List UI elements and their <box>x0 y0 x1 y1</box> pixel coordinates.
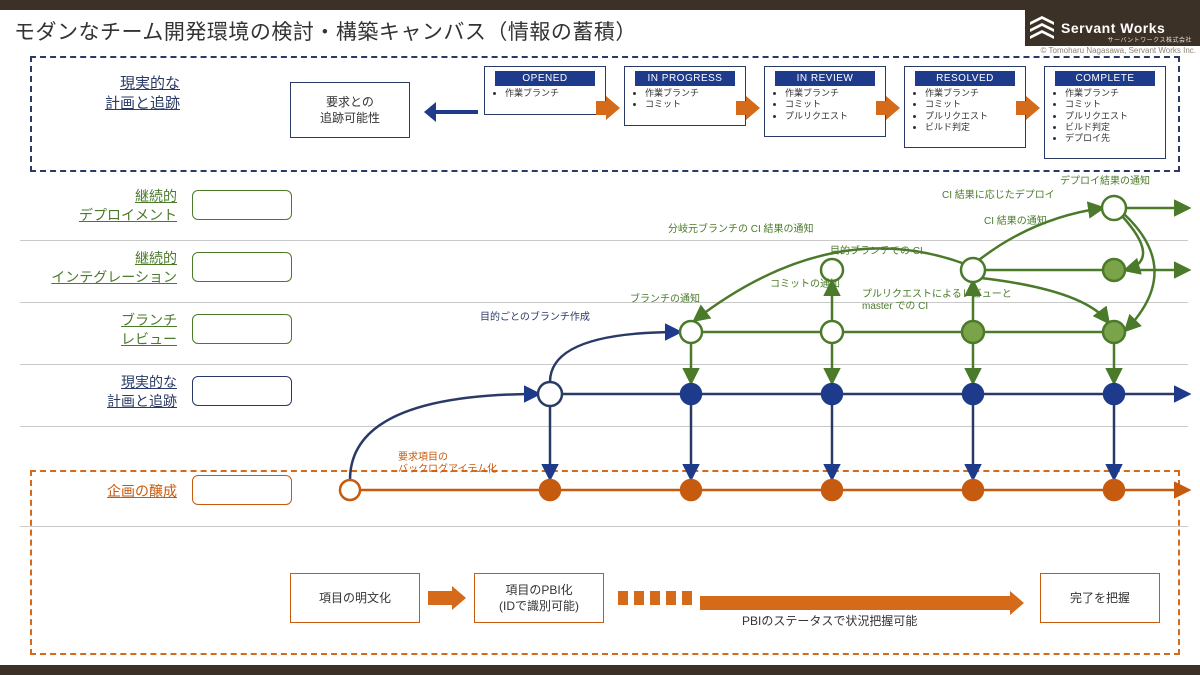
state-arrow-1 <box>596 96 620 120</box>
copyright: © Tomoharu Nagasawa, Servant Works Inc. <box>1041 46 1196 55</box>
lane-box-plan <box>192 376 292 406</box>
svg-text:分岐元ブランチの CI 結果の通知: 分岐元ブランチの CI 結果の通知 <box>668 222 814 235</box>
lane-divider-1 <box>20 302 1188 303</box>
svg-text:デプロイ結果の通知: デプロイ結果の通知 <box>1060 174 1150 187</box>
state-arrow-4 <box>1016 96 1040 120</box>
back-arrow <box>424 102 478 122</box>
state-resolved: RESOLVED作業ブランチコミットプルリクエストビルド判定 <box>904 66 1026 148</box>
lane-box-branch <box>192 314 292 344</box>
box-pbi: 項目のPBI化 (IDで識別可能) <box>474 573 604 623</box>
logo-icon <box>1027 14 1057 44</box>
svg-text:コミットの通知: コミットの通知 <box>770 277 840 290</box>
logo-text: Servant Works <box>1061 20 1165 36</box>
status-dashes <box>618 591 692 605</box>
top-bar <box>0 0 1200 10</box>
lane-box-cd <box>192 190 292 220</box>
lane-label-branch: ブランチ レビュー <box>12 311 177 349</box>
svg-text:CI 結果に応じたデプロイ: CI 結果に応じたデプロイ <box>942 188 1055 201</box>
svg-text:CI 結果の通知: CI 結果の通知 <box>984 214 1047 227</box>
svg-text:ブランチの通知: ブランチの通知 <box>630 292 700 305</box>
lane-label-ci: 継続的 インテグレーション <box>12 249 177 287</box>
svg-text:目的ごとのブランチ作成: 目的ごとのブランチ作成 <box>480 310 590 323</box>
box-done: 完了を把握 <box>1040 573 1160 623</box>
box-clarify: 項目の明文化 <box>290 573 420 623</box>
state-in-progress: IN PROGRESS作業ブランチコミット <box>624 66 746 126</box>
arrow-b1-b2 <box>428 586 466 610</box>
bottom-workflow-panel <box>30 470 1180 655</box>
svg-text:要求項目の: 要求項目の <box>398 451 448 463</box>
svg-text:プルリクエストによるレビューと: プルリクエストによるレビューと <box>862 288 1012 300</box>
lane-divider-0 <box>20 240 1188 241</box>
lane-label-cd: 継続的 デプロイメント <box>12 187 177 225</box>
lane-divider-2 <box>20 364 1188 365</box>
state-complete: COMPLETE作業ブランチコミットプルリクエストビルド判定デプロイ先 <box>1044 66 1166 159</box>
state-arrow-2 <box>736 96 760 120</box>
logo-subtext: サーバントワークス株式会社 <box>1107 35 1192 44</box>
lane-divider-3 <box>20 426 1188 427</box>
state-in-review: IN REVIEW作業ブランチコミットプルリクエスト <box>764 66 886 137</box>
state-arrow-3 <box>876 96 900 120</box>
requirement-traceability-box: 要求との 追跡可能性 <box>290 82 410 138</box>
lane-box-ci <box>192 252 292 282</box>
svg-text:目的ブランチでの CI: 目的ブランチでの CI <box>830 244 923 257</box>
top-workflow-label: 現実的な 計画と追跡 <box>60 74 180 115</box>
page-title: モダンなチーム開発環境の検討・構築キャンバス（情報の蓄積） <box>14 16 637 46</box>
lane-label-plan: 現実的な 計画と追跡 <box>12 373 177 411</box>
bottom-bar <box>0 665 1200 675</box>
status-caption: PBIのステータスで状況把握可能 <box>742 612 917 629</box>
logo-band: Servant Works サーバントワークス株式会社 <box>1025 10 1200 46</box>
state-opened: OPENED作業ブランチ <box>484 66 606 115</box>
